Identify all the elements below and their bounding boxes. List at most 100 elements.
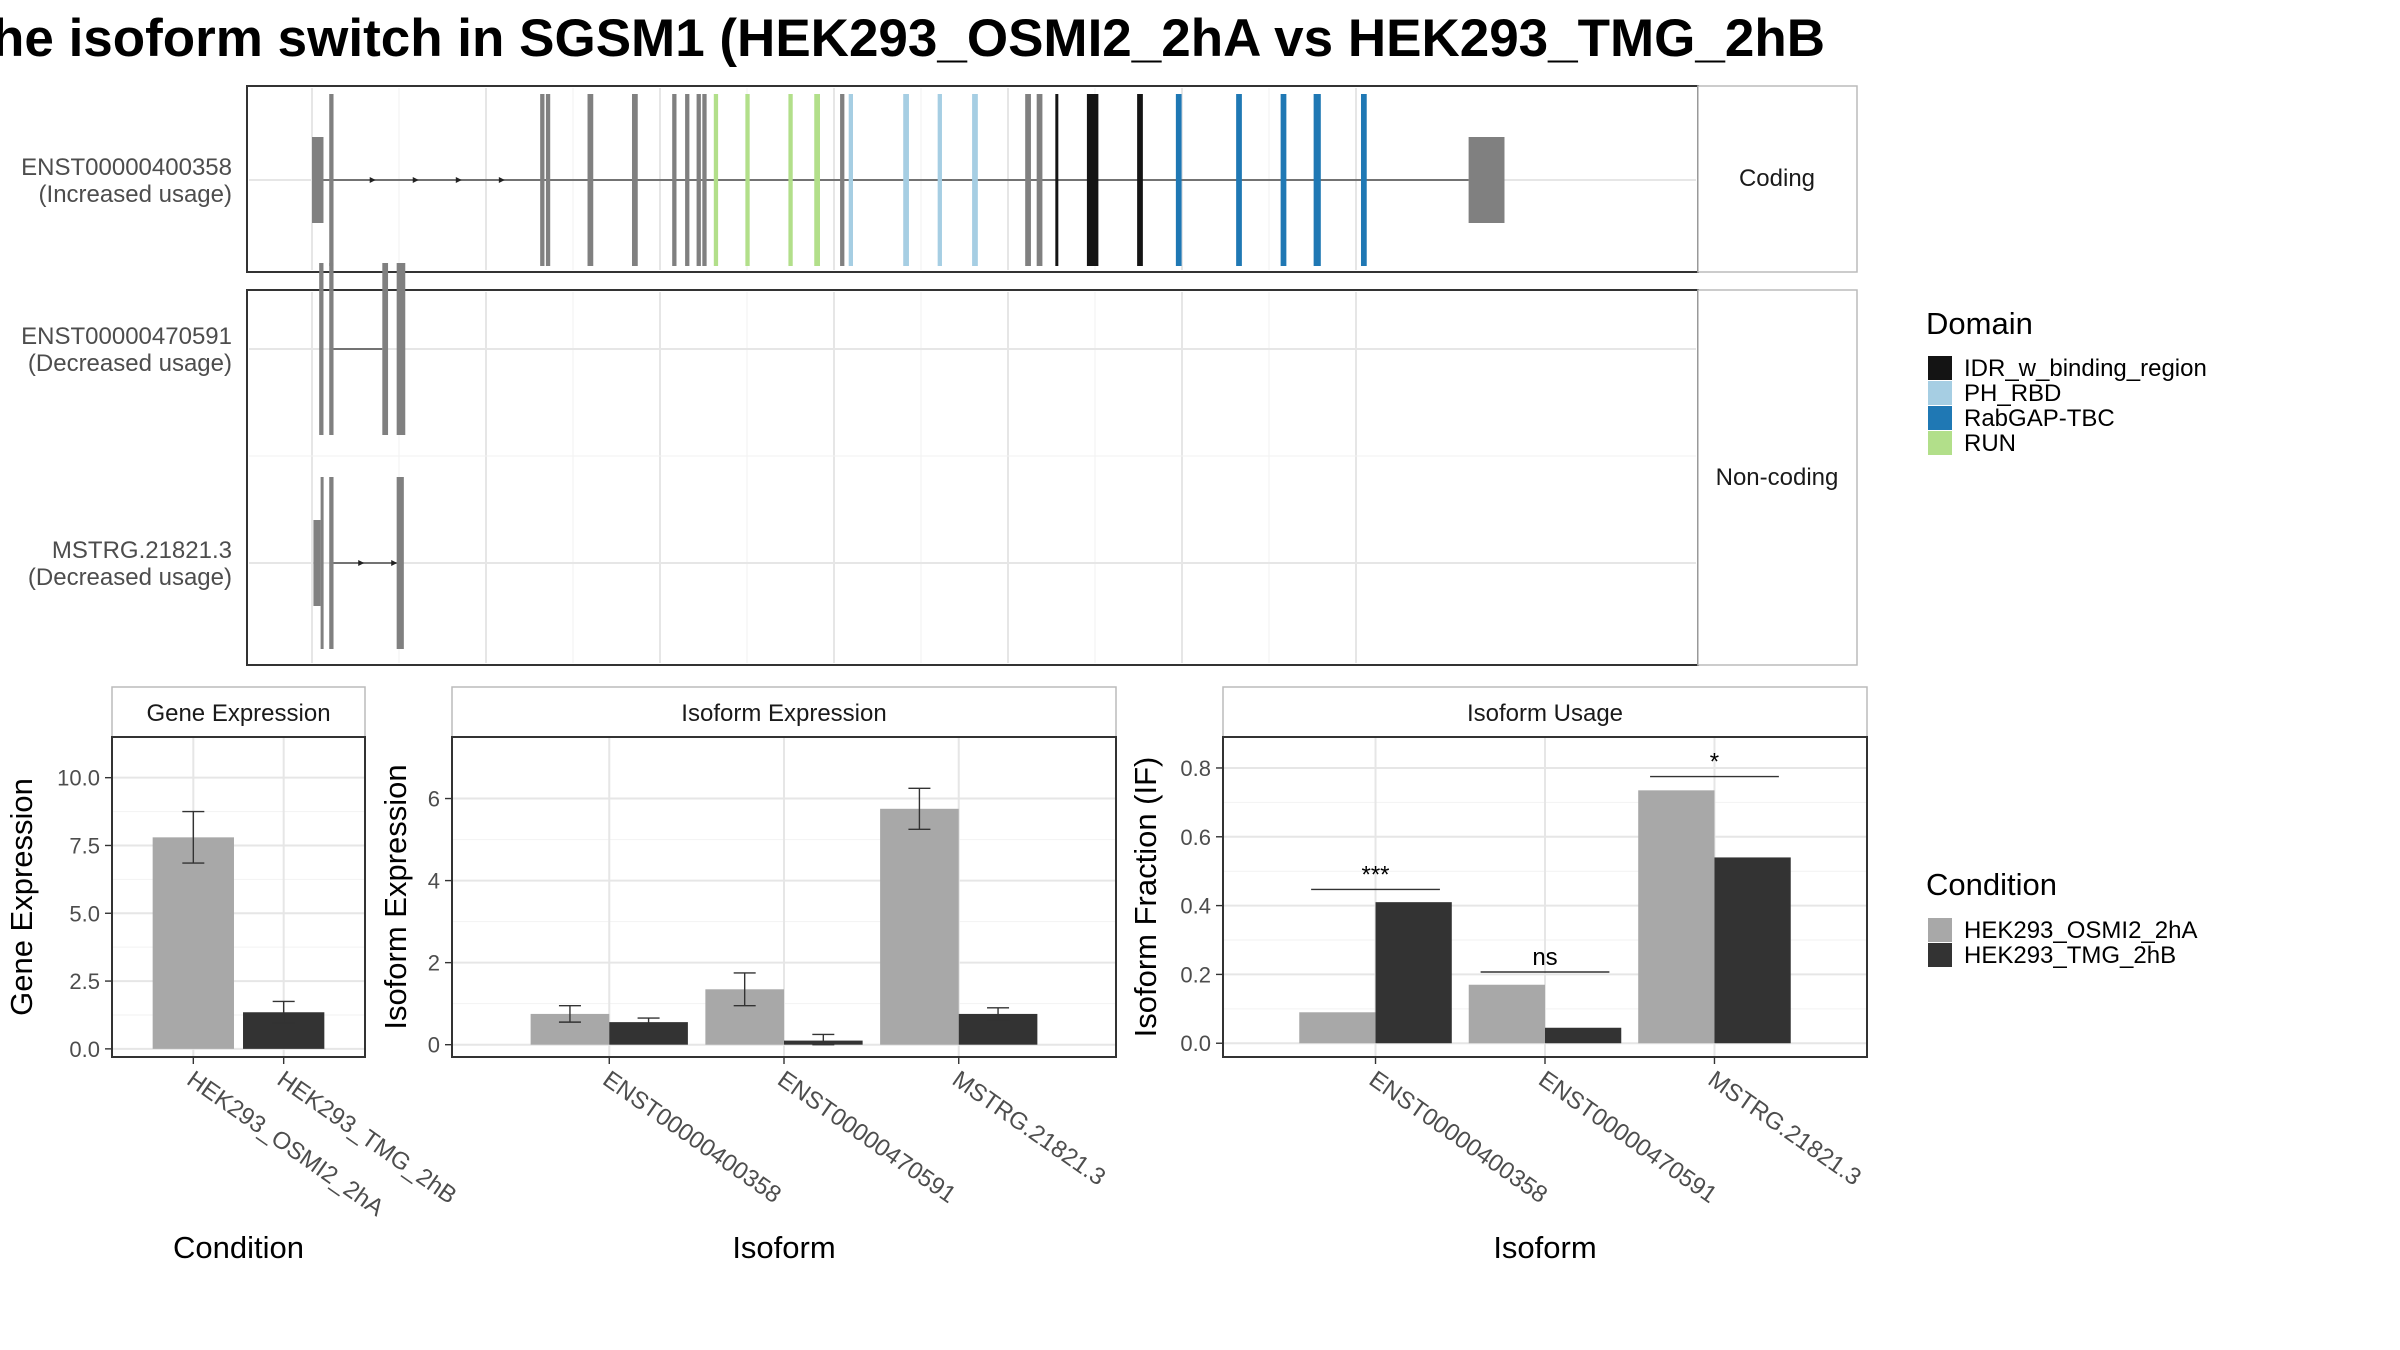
domain-exon: [1055, 94, 1059, 266]
coding-strip: [1697, 85, 1858, 273]
figure-title: he isoform switch in SGSM1 (HEK293_OSMI2…: [0, 9, 1825, 68]
condition-legend-label: HEK293_TMG_2hB: [1964, 942, 2176, 969]
domain-exon: [903, 94, 909, 266]
domain-exon: [1175, 94, 1182, 266]
strand-arrow: [498, 177, 505, 183]
exon: [396, 263, 406, 435]
transcript-ENST00000400358: [312, 94, 1505, 266]
significance-label: *: [1710, 749, 1719, 776]
x-axis-title: Isoform: [1493, 1230, 1596, 1265]
utr-exon: [1468, 137, 1505, 223]
bar: [1638, 790, 1715, 1044]
domain-exon: [788, 94, 793, 266]
transcript-label: (Increased usage): [39, 181, 232, 208]
transcript-label: ENST00000400358: [21, 154, 232, 181]
bar: [609, 1022, 688, 1045]
strand-arrow: [358, 560, 365, 566]
bar: [1299, 1012, 1376, 1044]
y-tick-label: 6: [428, 787, 440, 812]
non-coding-strip-label: Non-coding: [1716, 464, 1839, 491]
bar: [152, 837, 234, 1049]
transcript-MSTRG.21821.3: [313, 477, 404, 649]
exon: [840, 94, 845, 266]
facet-strip: [451, 686, 1117, 738]
facet-non-coding: Non-coding: [246, 289, 1858, 666]
transcript-labels: ENST00000400358(Increased usage) ENST0000…: [21, 154, 232, 591]
domain-exon: [1280, 94, 1287, 266]
bar: [1468, 984, 1545, 1044]
exon: [587, 94, 594, 266]
domain-exon: [972, 94, 978, 266]
domain-exon: [713, 94, 719, 266]
exon: [545, 94, 551, 266]
domain-legend-label: IDR_w_binding_region: [1964, 355, 2207, 382]
condition-legend-label: HEK293_OSMI2_2hA: [1964, 917, 2197, 944]
bar: [1375, 902, 1452, 1044]
y-tick-label: 0: [428, 1033, 440, 1058]
exon: [540, 94, 545, 266]
y-tick-label: 0.8: [1180, 756, 1211, 781]
bar: [1714, 857, 1791, 1044]
y-tick-label: 7.5: [69, 833, 100, 858]
x-axis-title: Isoform: [732, 1230, 835, 1265]
domain-legend-label: RabGAP-TBC: [1964, 405, 2115, 432]
structure-marks: [312, 94, 1505, 649]
domain-exon: [745, 94, 750, 266]
condition-legend-title: Condition: [1926, 867, 2057, 902]
significance-label: ***: [1362, 861, 1390, 888]
exon: [1036, 94, 1043, 266]
condition-legend-key: [1928, 943, 1952, 967]
domain-exon: [1360, 94, 1367, 266]
utr-exon: [312, 137, 324, 223]
domain-legend-label: PH_RBD: [1964, 380, 2061, 407]
exon: [329, 477, 334, 649]
utr-exon: [313, 520, 321, 606]
transcript-label: ENST00000470591: [21, 323, 232, 350]
strand-arrow: [455, 177, 462, 183]
y-tick-label: 0.4: [1180, 894, 1211, 919]
facet-title: Gene Expression: [146, 700, 330, 727]
y-tick-label: 0.0: [1180, 1031, 1211, 1056]
y-axis-title: Isoform Expression: [378, 764, 413, 1029]
non-coding-panel-frame: [246, 289, 1699, 666]
exon: [320, 477, 324, 649]
domain-exon: [814, 94, 820, 266]
domain-legend-title: Domain: [1926, 306, 2033, 341]
exon: [685, 94, 690, 266]
y-tick-label: 4: [428, 869, 440, 894]
transcript-label: MSTRG.21821.3: [52, 537, 232, 564]
x-axis-title: Condition: [173, 1230, 304, 1265]
domain-legend: Domain IDR_w_binding_regionPH_RBDRabGAP-…: [1926, 306, 2207, 457]
exon: [329, 263, 334, 435]
domain-legend-key: [1928, 431, 1952, 455]
condition-legend-key: [1928, 918, 1952, 942]
y-axis-title: Isoform Fraction (IF): [1128, 757, 1163, 1038]
transcript-ENST00000470591: [319, 263, 406, 435]
domain-exon: [1236, 94, 1242, 266]
domain-legend-label: RUN: [1964, 430, 2016, 457]
plot-frame: [111, 736, 366, 1058]
y-tick-label: 0.6: [1180, 825, 1211, 850]
y-tick-label: 2: [428, 951, 440, 976]
gene-expression-plot: Gene Expression0.02.55.07.510.0HEK293_OS…: [4, 686, 461, 1265]
domain-legend-key: [1928, 356, 1952, 380]
domain-legend-key: [1928, 381, 1952, 405]
exon: [702, 94, 707, 266]
exon: [329, 94, 334, 266]
strand-arrow: [412, 177, 419, 183]
non-coding-strip: [1697, 289, 1858, 666]
y-tick-label: 5.0: [69, 901, 100, 926]
domain-exon: [848, 94, 853, 266]
strand-arrow: [391, 560, 398, 566]
exon: [632, 94, 638, 266]
transcript-label: (Decreased usage): [28, 350, 232, 377]
bar: [880, 808, 959, 1045]
y-tick-label: 2.5: [69, 969, 100, 994]
exon: [382, 263, 389, 435]
y-tick-label: 10.0: [57, 766, 100, 791]
facet-title: Isoform Expression: [681, 700, 886, 727]
plot-panel: [112, 737, 365, 1057]
